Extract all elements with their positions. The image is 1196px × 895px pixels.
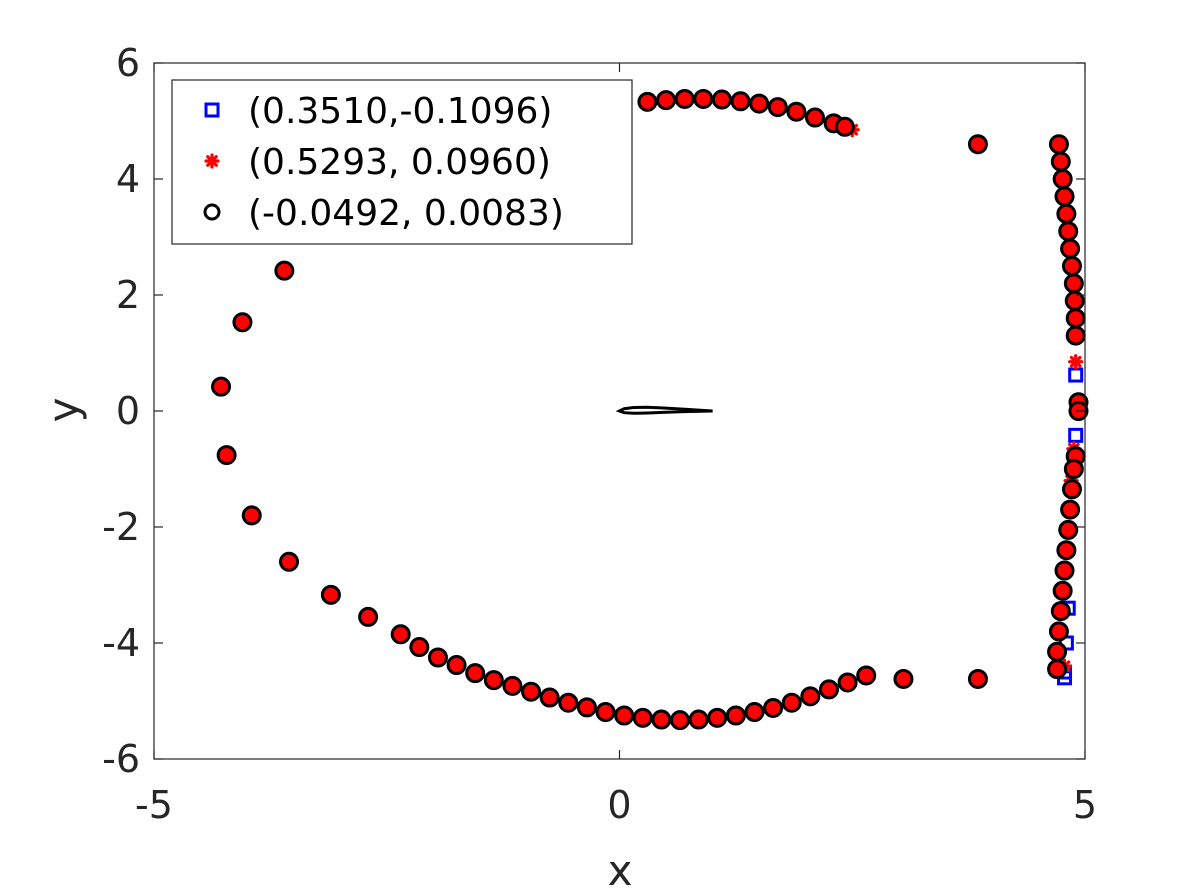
data-point	[1068, 427, 1084, 443]
y-tick-label: 4	[116, 157, 140, 201]
plot-area	[211, 88, 1089, 731]
legend-entry-label: (0.5293, 0.0960)	[248, 142, 551, 183]
data-point	[749, 93, 770, 114]
x-tick-label: -5	[135, 783, 173, 827]
data-point	[837, 672, 858, 693]
data-point	[576, 697, 597, 718]
data-point	[856, 665, 877, 686]
x-axis-title: x	[608, 846, 633, 895]
data-point	[1052, 580, 1073, 601]
data-point	[1050, 601, 1071, 622]
legend-marker	[204, 153, 220, 169]
legend: (0.3510,-0.1096) (0.5293, 0.0960) (-0.0492…	[171, 79, 633, 245]
data-point	[786, 101, 807, 122]
data-point	[539, 687, 560, 708]
data-point	[1054, 186, 1075, 207]
axes: -5 0 5 -6 -4 -2 0 2 4 6	[102, 41, 1097, 827]
data-point	[1056, 203, 1077, 224]
data-point	[1063, 273, 1084, 294]
data-point	[390, 624, 411, 645]
data-point	[637, 91, 658, 112]
data-point	[693, 88, 714, 109]
data-point	[834, 116, 855, 137]
data-point	[744, 702, 765, 723]
data-point	[688, 709, 709, 730]
data-point	[595, 702, 616, 723]
data-point	[320, 584, 341, 605]
airfoil-outline	[615, 405, 713, 415]
y-tick-label: 6	[116, 41, 140, 85]
data-point	[1068, 354, 1084, 370]
data-point	[656, 90, 677, 111]
data-point	[1058, 221, 1079, 242]
data-point	[781, 692, 802, 713]
data-point	[707, 707, 728, 728]
legend-box	[171, 79, 633, 245]
data-point	[1047, 641, 1068, 662]
data-point	[1060, 238, 1081, 259]
data-point	[818, 679, 839, 700]
data-point	[967, 134, 988, 155]
data-point	[1048, 134, 1069, 155]
y-tick-label: -2	[102, 505, 140, 549]
y-tick-label: 0	[116, 389, 140, 433]
data-point	[1063, 459, 1084, 479]
data-point	[767, 97, 788, 118]
legend-marker	[204, 102, 220, 118]
data-point	[1065, 308, 1086, 329]
data-point	[1050, 151, 1071, 172]
data-point	[967, 668, 988, 689]
data-point	[521, 681, 542, 702]
legend-entry-label: (-0.0492, 0.0083)	[248, 193, 564, 234]
data-point	[427, 647, 448, 668]
data-point	[711, 89, 732, 110]
data-point	[483, 670, 504, 691]
data-point	[670, 710, 691, 731]
data-point	[1065, 325, 1086, 346]
data-point	[502, 675, 523, 696]
data-point	[446, 655, 467, 676]
data-point	[1060, 499, 1081, 520]
data-point	[730, 91, 751, 112]
data-point	[805, 107, 826, 128]
data-point	[614, 705, 635, 726]
y-tick-label: -6	[102, 737, 140, 781]
legend-entry-label: (0.3510,-0.1096)	[248, 91, 552, 132]
data-point	[358, 606, 379, 627]
data-point	[763, 697, 784, 718]
data-point	[1048, 621, 1069, 642]
data-point	[211, 376, 232, 397]
data-point	[1047, 659, 1068, 680]
data-point	[558, 692, 579, 713]
data-point	[1061, 256, 1082, 276]
x-tick-label: 5	[1073, 783, 1097, 827]
data-point	[800, 686, 821, 707]
data-point	[216, 445, 237, 466]
data-point	[893, 668, 914, 689]
data-point	[409, 637, 430, 658]
data-point	[725, 705, 746, 726]
data-point	[274, 260, 295, 281]
y-axis-title: y	[39, 398, 88, 423]
x-tick-label: 0	[607, 783, 631, 827]
y-tick-label: 2	[116, 273, 140, 317]
data-point	[1054, 560, 1075, 581]
data-point	[632, 707, 653, 728]
data-point	[1052, 169, 1073, 189]
legend-marker	[203, 203, 221, 221]
data-point	[1058, 519, 1079, 540]
data-point	[651, 709, 672, 730]
data-point	[278, 551, 299, 572]
data-point	[674, 88, 695, 109]
y-tick-label: -4	[102, 621, 140, 665]
data-point	[1061, 479, 1082, 500]
data-point	[232, 312, 253, 333]
data-point	[465, 663, 486, 684]
data-point	[1056, 540, 1077, 561]
data-point	[241, 505, 262, 526]
